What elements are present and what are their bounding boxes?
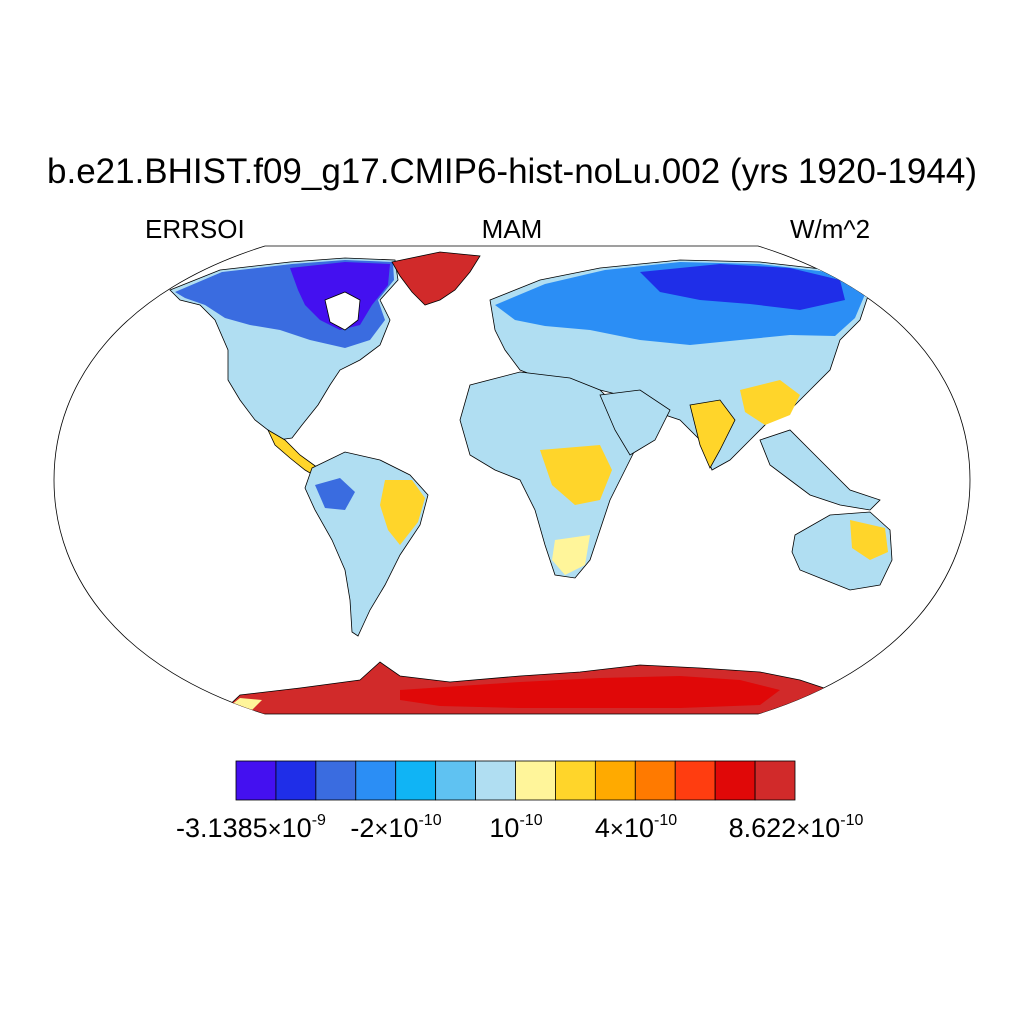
colorbar-swatch xyxy=(395,760,437,801)
units-label: W/m^2 xyxy=(790,214,871,244)
colorbar-swatch xyxy=(515,760,556,801)
colorbar-tick-label: 8.622×10-10 xyxy=(728,812,864,843)
arabia xyxy=(599,389,671,456)
southeast-asia xyxy=(759,429,881,511)
south-america-warm xyxy=(380,480,425,545)
colorbar-swatch xyxy=(634,760,676,801)
greenland xyxy=(391,251,481,306)
africa-south-warm xyxy=(552,535,590,575)
colorbar-swatch xyxy=(594,760,636,801)
siberia-deep xyxy=(640,264,845,310)
australia-warm xyxy=(850,520,888,560)
antarctica-interior xyxy=(400,676,780,708)
colorbar-swatch xyxy=(275,760,317,801)
season-label: MAM xyxy=(481,214,543,244)
plot-title: b.e21.BHIST.f09_g17.CMIP6-hist-noLu.002 … xyxy=(47,152,977,191)
colorbar-tick-label: 10-10 xyxy=(489,812,543,843)
colorbar-swatch xyxy=(315,760,357,801)
colorbar-tick-label: 4×10-10 xyxy=(594,812,678,843)
colorbar-swatch xyxy=(714,760,756,801)
africa-warm-band xyxy=(540,445,612,505)
colorbar-swatch xyxy=(754,760,796,801)
hudson-bay xyxy=(324,291,361,331)
south-america-cold xyxy=(315,478,355,510)
india xyxy=(689,399,736,469)
colorbar-swatch xyxy=(674,760,716,801)
colorbar-tick-label: -2×10-10 xyxy=(350,812,442,843)
colorbar-swatch xyxy=(555,760,596,801)
variable-label: ERRSOI xyxy=(145,214,245,244)
colorbar-swatch xyxy=(475,760,516,801)
colorbar-tick-label: -3.1385×10-9 xyxy=(176,812,326,843)
colorbar-swatch xyxy=(235,760,277,801)
colorbar-swatch xyxy=(435,760,476,801)
asia-warm xyxy=(740,380,800,425)
colorbar-swatch xyxy=(355,760,397,801)
